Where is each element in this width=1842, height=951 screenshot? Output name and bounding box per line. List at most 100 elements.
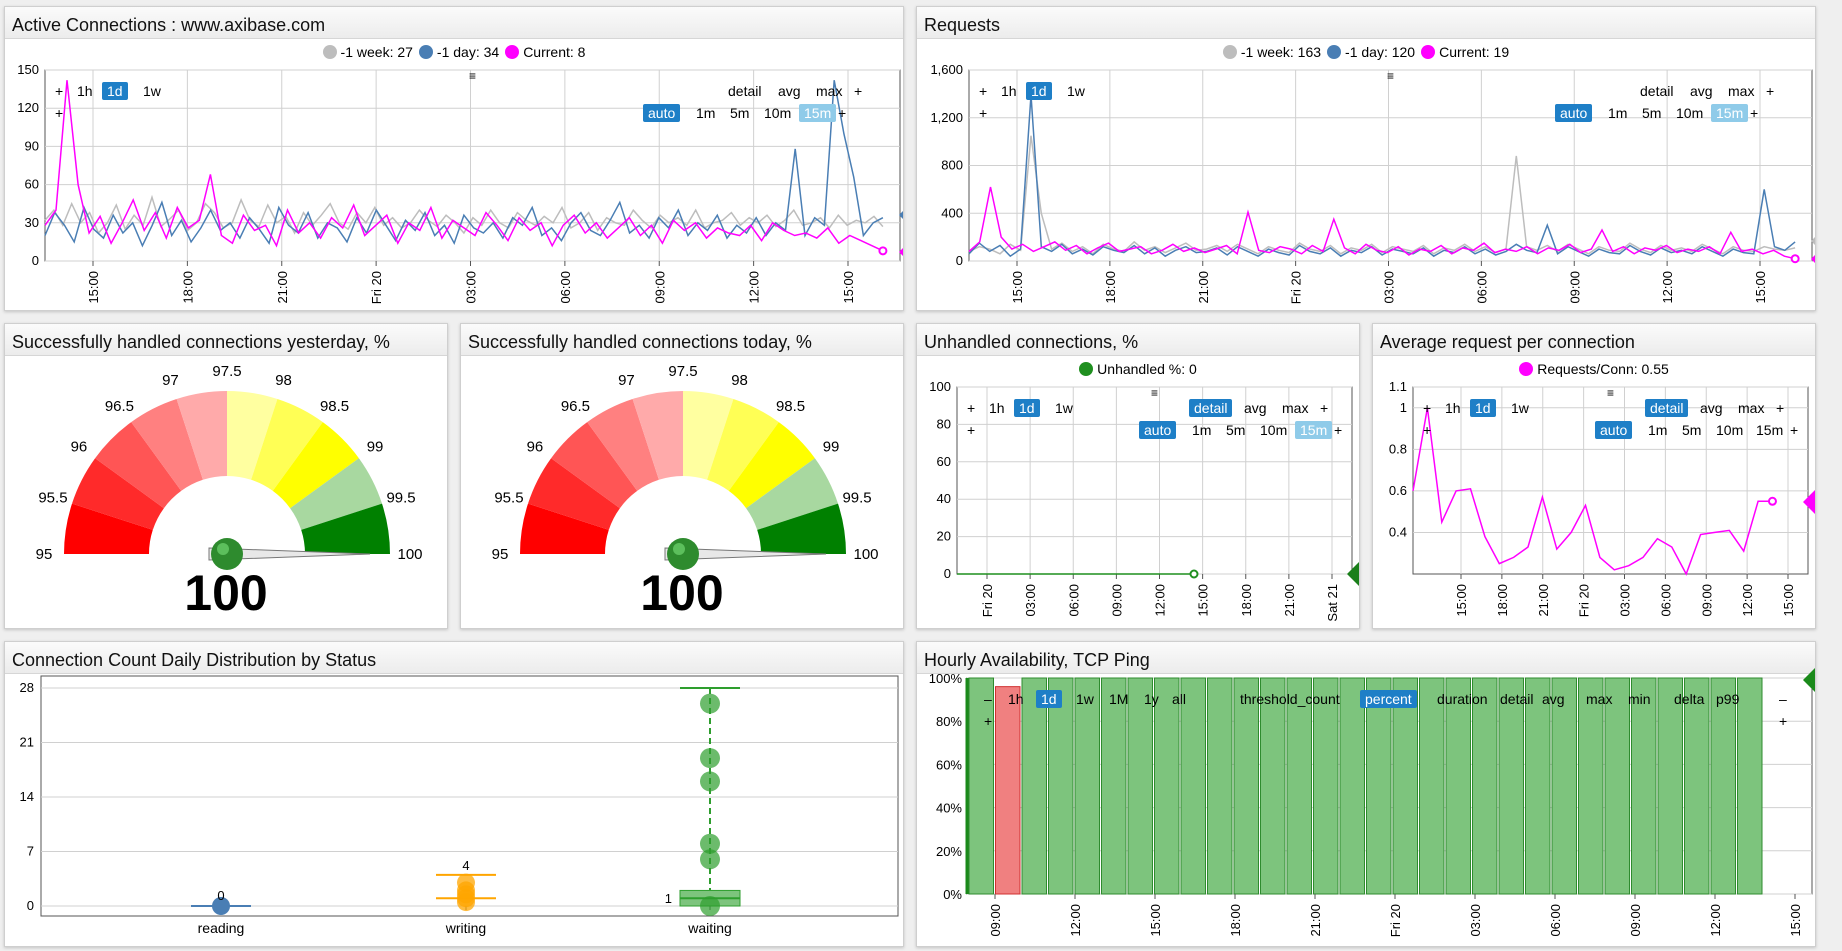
legend-label: Unhandled %: 0: [1097, 361, 1197, 377]
add-button[interactable]: +: [55, 105, 64, 121]
period-button-plus[interactable]: +: [1423, 400, 1432, 416]
stat-button-max[interactable]: max: [1282, 400, 1309, 416]
availability-button-threshold-count[interactable]: threshold_count: [1240, 691, 1340, 707]
availability-button-avg[interactable]: avg: [1542, 691, 1565, 707]
availability-bar: [1737, 677, 1763, 895]
stat-button-plus[interactable]: +: [1776, 400, 1785, 416]
agg-button-10m[interactable]: 10m: [1676, 105, 1704, 121]
agg-button-1m[interactable]: 1m: [1608, 105, 1628, 121]
availability-button-1y[interactable]: 1y: [1144, 691, 1159, 707]
agg-button-1m[interactable]: 1m: [1648, 422, 1668, 438]
period-button-1w[interactable]: 1w: [1511, 400, 1529, 416]
agg-button-plus[interactable]: +: [1334, 422, 1343, 438]
agg-button-15m[interactable]: 15m: [799, 104, 837, 122]
period-button-1d[interactable]: 1d: [102, 82, 128, 100]
agg-button-5m[interactable]: 5m: [730, 105, 750, 121]
availability-button-1d[interactable]: 1d: [1036, 690, 1062, 708]
stat-button-plus[interactable]: +: [854, 83, 863, 99]
stat-button-detail[interactable]: detail: [1640, 83, 1674, 99]
stat-button-avg[interactable]: avg: [1690, 83, 1713, 99]
legend-item[interactable]: Unhandled %: 0: [1079, 361, 1197, 377]
period-button-1w[interactable]: 1w: [1055, 400, 1073, 416]
availability-button-max[interactable]: max: [1586, 691, 1613, 707]
availability-button--[interactable]: –: [984, 691, 992, 707]
stat-button-max[interactable]: max: [1738, 400, 1765, 416]
stat-button-detail[interactable]: detail: [1189, 399, 1233, 417]
agg-button-plus[interactable]: +: [1790, 422, 1799, 438]
period-button-plus[interactable]: +: [55, 83, 64, 99]
gauge-band: [757, 503, 846, 554]
agg-button-5m[interactable]: 5m: [1682, 422, 1702, 438]
availability-button-p99[interactable]: p99: [1716, 691, 1740, 707]
x-tick-label: 15:00: [1753, 271, 1768, 304]
agg-button-15m[interactable]: 15m: [1756, 422, 1784, 438]
availability-button-min[interactable]: min: [1628, 691, 1651, 707]
availability-button-1M[interactable]: 1M: [1109, 691, 1129, 707]
period-button-1w[interactable]: 1w: [1067, 83, 1085, 99]
agg-button-10m[interactable]: 10m: [1716, 422, 1744, 438]
availability-add-button-right[interactable]: +: [1779, 713, 1788, 729]
period-button-plus[interactable]: +: [967, 400, 976, 416]
agg-button-5m[interactable]: 5m: [1226, 422, 1246, 438]
period-button-1d[interactable]: 1d: [1014, 399, 1040, 417]
period-button-1h[interactable]: 1h: [1445, 400, 1461, 416]
legend-item[interactable]: -1 week: 163: [1222, 44, 1321, 60]
y-tick-label: 800: [941, 158, 963, 173]
legend-item[interactable]: Requests/Conn: 0.55: [1519, 361, 1669, 377]
availability-button-delta[interactable]: delta: [1674, 691, 1705, 707]
menu-icon: ≡: [1151, 386, 1158, 400]
legend-item[interactable]: -1 week: 27: [322, 44, 413, 60]
stat-button-plus[interactable]: +: [1320, 400, 1329, 416]
availability-button-all[interactable]: all: [1172, 691, 1187, 707]
agg-button-1m[interactable]: 1m: [1192, 422, 1212, 438]
availability-bar: [1313, 677, 1339, 895]
availability-button--[interactable]: –: [1779, 691, 1787, 707]
legend-item[interactable]: Current: 19: [1421, 44, 1509, 60]
period-button-1d[interactable]: 1d: [1470, 399, 1496, 417]
stat-button-avg[interactable]: avg: [1700, 400, 1723, 416]
stat-button-avg[interactable]: avg: [778, 83, 801, 99]
x-tick-label: 09:00: [652, 271, 667, 304]
agg-button-10m[interactable]: 10m: [1260, 422, 1288, 438]
stat-button-avg[interactable]: avg: [1244, 400, 1267, 416]
stat-button-max[interactable]: max: [816, 83, 843, 99]
agg-button-plus[interactable]: +: [838, 105, 847, 121]
add-button[interactable]: +: [979, 105, 988, 121]
gauge-tick-label: 98: [275, 372, 292, 389]
period-button-1h[interactable]: 1h: [989, 400, 1005, 416]
agg-button-auto[interactable]: auto: [1555, 104, 1593, 122]
availability-bar: [1657, 677, 1683, 895]
agg-button-15m[interactable]: 15m: [1711, 104, 1749, 122]
agg-button-auto[interactable]: auto: [1595, 421, 1633, 439]
legend-item[interactable]: Current: 8: [505, 44, 585, 60]
period-button-1h[interactable]: 1h: [77, 83, 93, 99]
period-button-1w[interactable]: 1w: [143, 83, 161, 99]
stat-button-detail[interactable]: detail: [728, 83, 762, 99]
availability-add-button[interactable]: +: [984, 713, 993, 729]
agg-button-1m[interactable]: 1m: [696, 105, 716, 121]
availability-button-1w[interactable]: 1w: [1076, 691, 1094, 707]
agg-button-5m[interactable]: 5m: [1642, 105, 1662, 121]
period-button-1d[interactable]: 1d: [1026, 82, 1052, 100]
agg-button-plus[interactable]: +: [1750, 105, 1759, 121]
agg-button-15m[interactable]: 15m: [1295, 421, 1333, 439]
period-button-1h[interactable]: 1h: [1001, 83, 1017, 99]
add-button[interactable]: +: [1423, 422, 1432, 438]
stat-button-max[interactable]: max: [1728, 83, 1755, 99]
legend-item[interactable]: -1 day: 34: [418, 44, 499, 60]
availability-button-1h[interactable]: 1h: [1008, 691, 1024, 707]
agg-button-10m[interactable]: 10m: [764, 105, 792, 121]
period-button-plus[interactable]: +: [979, 83, 988, 99]
add-button[interactable]: +: [967, 422, 976, 438]
widget-header: Successfully handled connections yesterd…: [5, 324, 447, 356]
availability-button-detail[interactable]: detail: [1500, 691, 1534, 707]
agg-button-auto[interactable]: auto: [1139, 421, 1177, 439]
legend-item[interactable]: -1 day: 120: [1327, 44, 1415, 60]
stat-button-detail[interactable]: detail: [1645, 399, 1689, 417]
availability-button-duration[interactable]: duration: [1437, 691, 1488, 707]
agg-button-auto[interactable]: auto: [643, 104, 681, 122]
stat-button-plus[interactable]: +: [1766, 83, 1775, 99]
availability-bar: [1021, 677, 1047, 895]
chart-legend: -1 week: 163 -1 day: 120 Current: 19: [917, 44, 1815, 60]
availability-button-percent[interactable]: percent: [1360, 690, 1417, 708]
